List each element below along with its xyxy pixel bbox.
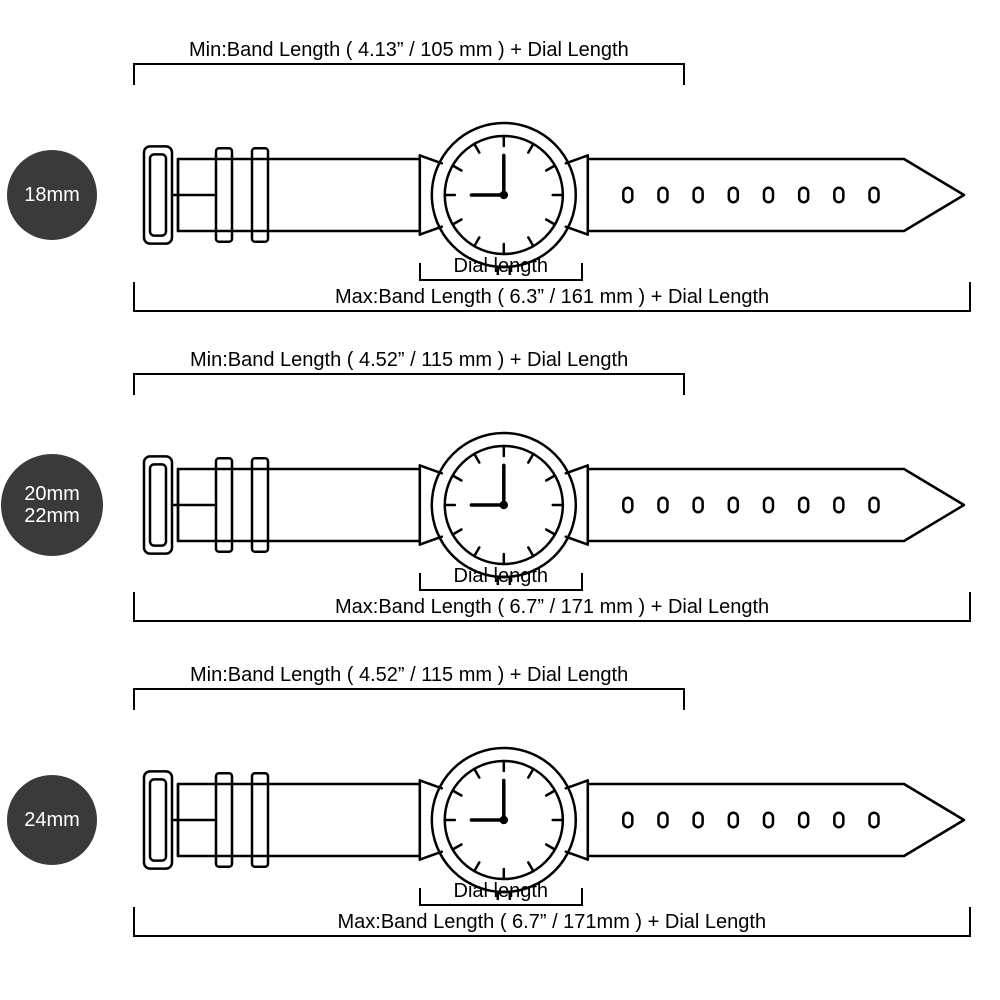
max-measure-label: Max:Band Length ( 6.7” / 171mm ) + Dial … <box>338 911 767 934</box>
dial-measure-tick <box>581 888 583 906</box>
min-measure-tick <box>683 63 685 85</box>
max-measure-tick <box>969 907 971 937</box>
max-measure-tick <box>969 282 971 312</box>
min-measure-tick <box>683 373 685 395</box>
size-badge-label: 24mm <box>24 809 80 831</box>
min-measure-label: Min:Band Length ( 4.52” / 115 mm ) + Dia… <box>190 349 628 372</box>
dial-measure-label: Dial length <box>454 880 549 903</box>
dial-measure-tick <box>419 888 421 906</box>
dial-measure-line <box>420 589 582 591</box>
min-measure-tick <box>683 688 685 710</box>
size-badge: 20mm22mm <box>1 454 103 556</box>
max-measure-tick <box>969 592 971 622</box>
size-badge: 24mm <box>7 775 97 865</box>
min-measure-tick <box>133 63 135 85</box>
min-measure-line <box>134 373 684 375</box>
min-measure-line <box>134 63 684 65</box>
dial-measure-line <box>420 279 582 281</box>
dial-measure-tick <box>419 573 421 591</box>
watch-illustration <box>130 425 970 590</box>
watch-size-row: 20mm22mmMin:Band Length ( 4.52” / 115 mm… <box>0 355 1000 655</box>
min-measure-tick <box>133 373 135 395</box>
max-measure-label: Max:Band Length ( 6.7” / 171 mm ) + Dial… <box>335 596 769 619</box>
watch-size-row: 18mmMin:Band Length ( 4.13” / 105 mm ) +… <box>0 45 1000 345</box>
dial-measure-tick <box>581 573 583 591</box>
min-measure-line <box>134 688 684 690</box>
max-measure-tick <box>133 907 135 937</box>
dial-measure-label: Dial length <box>454 565 549 588</box>
size-badge-label: 22mm <box>24 505 80 527</box>
max-measure-line <box>134 935 970 937</box>
size-badge-label: 18mm <box>24 184 80 206</box>
dial-measure-label: Dial length <box>454 255 549 278</box>
watch-illustration <box>130 115 970 280</box>
dial-measure-line <box>420 904 582 906</box>
max-measure-line <box>134 310 970 312</box>
max-measure-tick <box>133 592 135 622</box>
min-measure-label: Min:Band Length ( 4.13” / 105 mm ) + Dia… <box>189 39 629 62</box>
watch-size-row: 24mmMin:Band Length ( 4.52” / 115 mm ) +… <box>0 670 1000 970</box>
dial-measure-tick <box>419 263 421 281</box>
min-measure-label: Min:Band Length ( 4.52” / 115 mm ) + Dia… <box>190 664 628 687</box>
watch-illustration <box>130 740 970 905</box>
dial-measure-tick <box>581 263 583 281</box>
size-badge-label: 20mm <box>24 483 80 505</box>
size-badge: 18mm <box>7 150 97 240</box>
max-measure-label: Max:Band Length ( 6.3” / 161 mm ) + Dial… <box>335 286 769 309</box>
max-measure-line <box>134 620 970 622</box>
min-measure-tick <box>133 688 135 710</box>
max-measure-tick <box>133 282 135 312</box>
